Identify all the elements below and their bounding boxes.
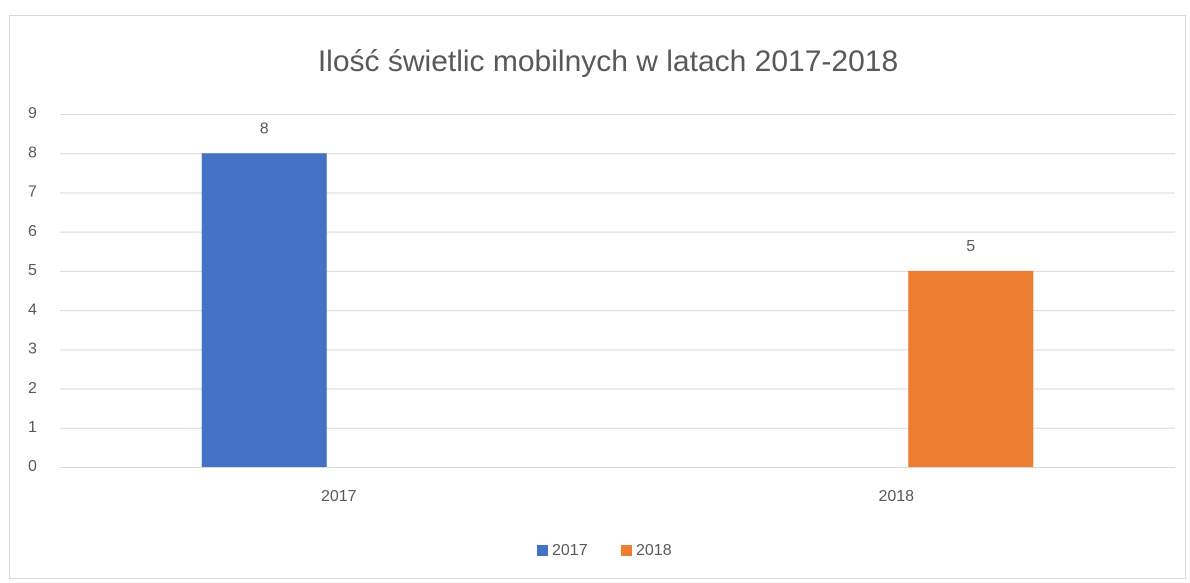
legend-label: 2017: [552, 542, 588, 559]
legend-swatch: [537, 545, 548, 556]
legend-label: 2018: [636, 542, 672, 559]
chart-title: Ilość świetlic mobilnych w latach 2017-2…: [318, 45, 898, 78]
y-tick-label: 1: [28, 419, 37, 436]
data-label: 5: [966, 238, 975, 255]
y-tick-label: 3: [28, 341, 37, 358]
y-tick-label: 5: [28, 262, 37, 279]
y-tick-label: 0: [28, 458, 37, 475]
y-tick-label: 7: [28, 184, 37, 201]
y-tick-label: 2: [28, 380, 37, 397]
legend-swatch: [621, 545, 632, 556]
y-tick-label: 4: [28, 301, 37, 318]
x-tick-label: 2018: [878, 488, 914, 505]
x-tick-label: 2017: [321, 488, 357, 505]
bar: [201, 153, 327, 467]
y-tick-label: 6: [28, 223, 37, 240]
data-label: 8: [260, 120, 269, 137]
y-tick-label: 9: [28, 105, 37, 122]
y-tick-label: 8: [28, 144, 37, 161]
bar: [908, 270, 1034, 467]
